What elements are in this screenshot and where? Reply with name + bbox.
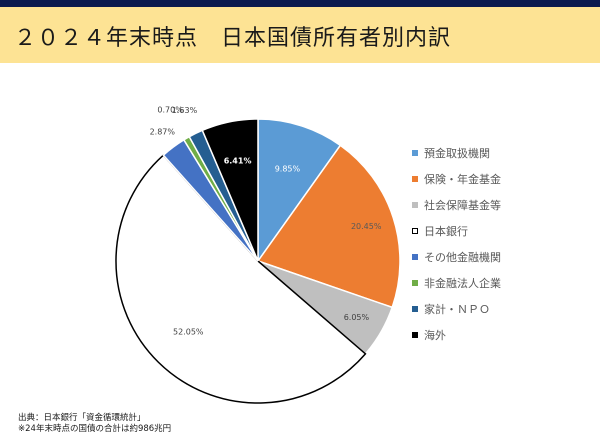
pie-slice-8 [201,118,259,262]
legend-item: 預金取扱機関 [412,140,592,166]
slice-data-label: 20.45% [351,222,382,231]
slice-data-label: 0.70% [157,106,183,115]
legend-label: 保険・年金基金 [424,173,501,186]
slice-data-label: 9.85% [275,165,301,174]
total-note: ※24年末時点の国債の合計は約986兆円 [18,424,172,434]
legend-swatch [412,228,418,234]
legend-swatch [412,254,418,260]
legend-label: その他金融機関 [424,251,501,264]
title-band: ２０２４年末時点 日本国債所有者別内訳 [0,7,600,63]
pie-slice-2 [256,144,401,309]
legend-label: 社会保障基金等 [424,199,501,212]
top-accent-bar [0,0,600,7]
legend-label: 預金取扱機関 [424,147,490,160]
legend-swatch [412,202,418,208]
slice-data-label: 2.87% [150,128,176,137]
slice-data-label: 6.05% [344,313,370,322]
legend-item: 日本銀行 [412,218,592,244]
legend-swatch [412,280,418,286]
legend-item: 社会保障基金等 [412,192,592,218]
legend-item: 海外 [412,322,592,348]
legend-swatch [412,176,418,182]
legend-swatch [412,306,418,312]
slice-data-label: 1.63% [172,106,198,115]
legend-label: 海外 [424,329,446,342]
legend-label: 非金融法人企業 [424,277,501,290]
legend-item: 非金融法人企業 [412,270,592,296]
legend-label: 日本銀行 [424,225,468,238]
legend-item: その他金融機関 [412,244,592,270]
source-note: 出典：日本銀行「資金循環統計」 [18,413,146,423]
legend-item: 保険・年金基金 [412,166,592,192]
legend-label: 家計・ＮＰＯ [424,303,490,316]
pie-slice-4 [115,154,367,404]
legend-item: 家計・ＮＰＯ [412,296,592,322]
slide-title: ２０２４年末時点 日本国債所有者別内訳 [14,26,452,51]
slice-data-label: 52.05% [173,327,204,336]
pie-slice-1 [257,118,342,264]
chart-legend: 預金取扱機関 保険・年金基金 社会保障基金等 日本銀行その他金融機関 非金融法人企業 家計… [412,140,592,348]
slice-data-label: 6.41% [224,156,252,165]
legend-swatch [412,332,418,338]
footer-notes: 出典：日本銀行「資金循環統計」 ※24年末時点の国債の合計は約986兆円 [18,413,171,435]
legend-swatch [412,150,418,156]
